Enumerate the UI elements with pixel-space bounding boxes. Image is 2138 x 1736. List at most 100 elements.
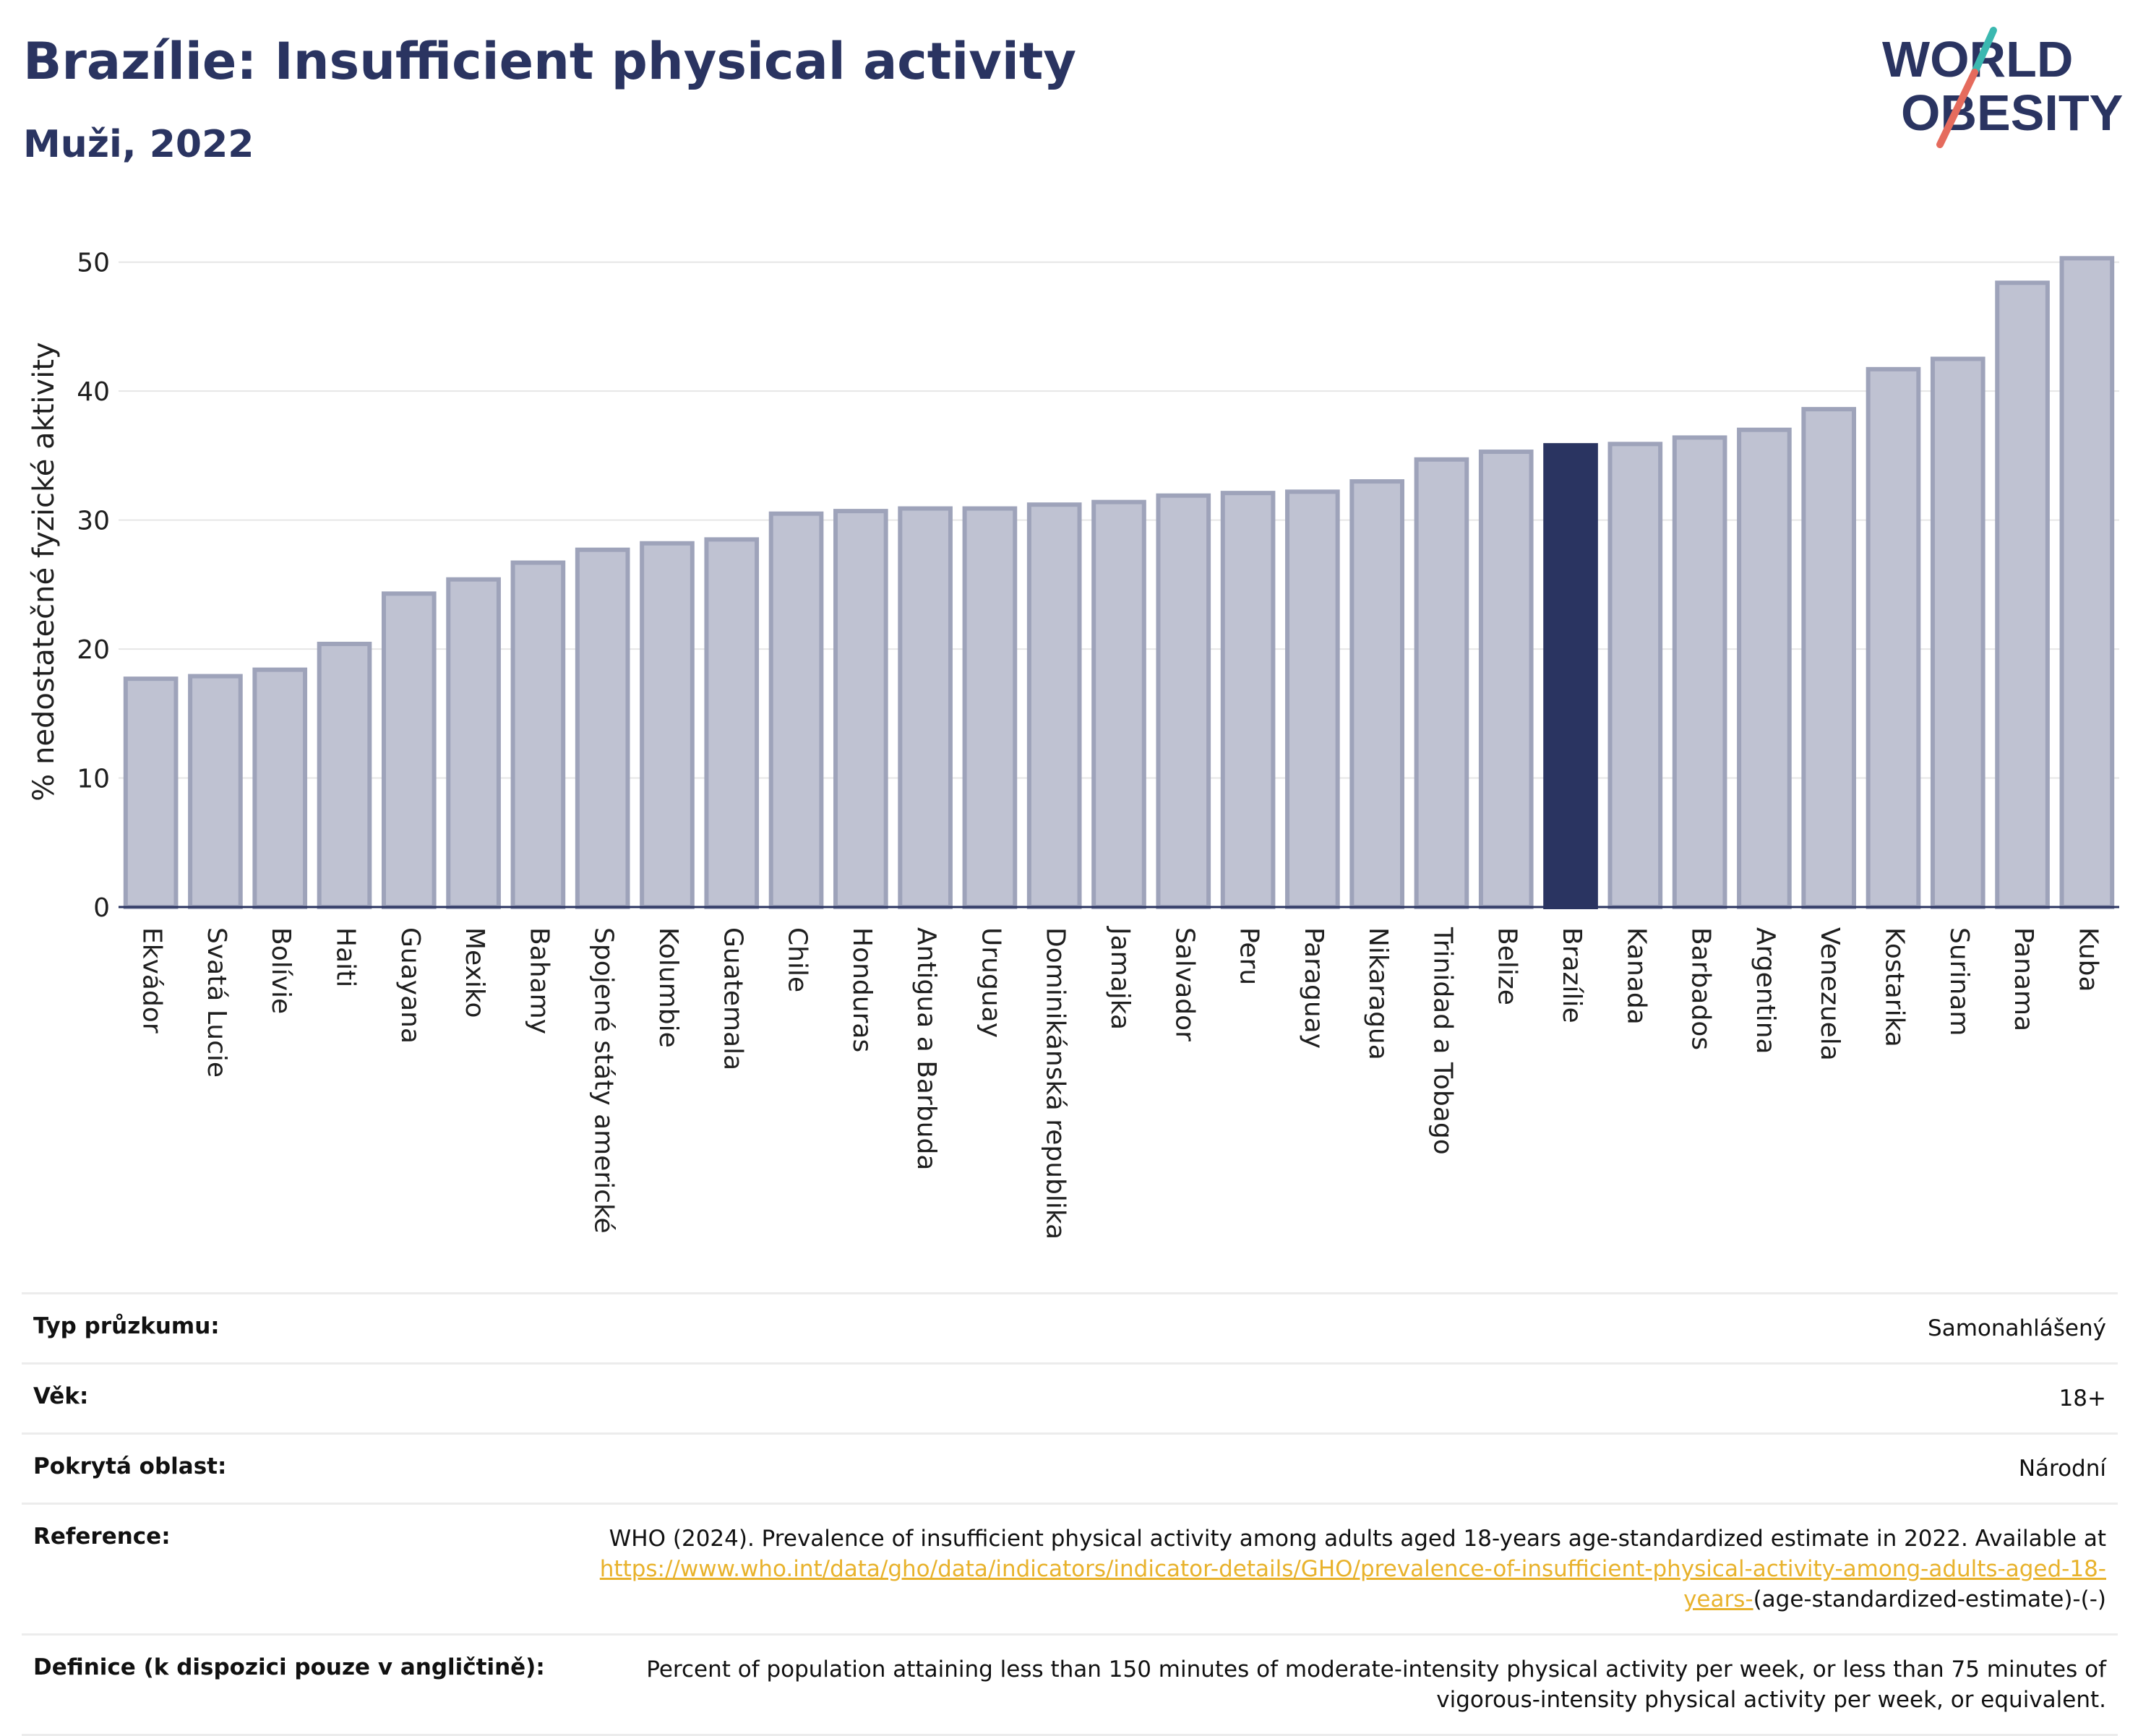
bar-chart: 0 10 20 30 40 50 Ekvádor Svatá Lucie Bolívie Hai… — [27, 249, 2119, 1239]
x-tick-label: Kanada — [1621, 927, 1651, 1025]
x-tick-label: Brazílie — [1557, 927, 1587, 1023]
bar-jamajka[interactable] — [1091, 499, 1146, 909]
bar-venezuela[interactable] — [1801, 407, 1857, 909]
x-tick-label: Peru — [1235, 927, 1264, 985]
metadata-value: Národní — [556, 1432, 2118, 1505]
y-tick-label: 10 — [77, 765, 110, 794]
bar-bahamy[interactable] — [510, 560, 566, 909]
metadata-key: Reference: — [22, 1503, 557, 1636]
metadata-value-text: Percent of population attaining less tha… — [646, 1656, 2106, 1713]
x-tick-label: Trinidad a Tobago — [1428, 927, 1457, 1155]
x-tick-label: Venezuela — [1815, 927, 1845, 1061]
bar-paraguay[interactable] — [1285, 489, 1340, 910]
bar-mexiko[interactable] — [446, 577, 501, 909]
logo-slash-teal — [1971, 27, 1997, 76]
bar-belize[interactable] — [1478, 450, 1534, 909]
metadata-table: Typ průzkumu: Samonahlášený Věk: 18+ Pokrytá… — [22, 1292, 2118, 1736]
metadata-value-text: Samonahlášený — [1928, 1315, 2106, 1341]
bar-kolumbie[interactable] — [640, 541, 695, 909]
logo-line-2: OBESITY — [1901, 85, 2123, 141]
x-tick-label: Ekvádor — [137, 927, 167, 1034]
chart-title: Brazílie: Insufficient physical activity — [23, 32, 1076, 91]
metadata-key: Věk: — [22, 1362, 557, 1435]
bars — [123, 256, 2115, 910]
bar-panama[interactable] — [1995, 280, 2050, 909]
reference-suffix: (age-standardized-estimate)-(-) — [1753, 1586, 2106, 1612]
chart-subtitle: Muži, 2022 — [23, 123, 254, 166]
metadata-key: Pokrytá oblast: — [22, 1432, 557, 1505]
bar-dominikanska-republika[interactable] — [1026, 502, 1082, 909]
bar-barbados[interactable] — [1672, 435, 1727, 909]
y-axis-ticks: 0 10 20 30 40 50 — [77, 249, 110, 923]
bar-kuba[interactable] — [2059, 256, 2115, 910]
x-tick-label: Svatá Lucie — [202, 927, 231, 1078]
x-tick-label: Jamajka — [1105, 926, 1135, 1030]
x-tick-label: Haiti — [331, 927, 361, 987]
bar-nikaragua[interactable] — [1349, 479, 1404, 910]
bar-surinam[interactable] — [1930, 356, 1985, 910]
metadata-row: Pokrytá oblast: Národní — [22, 1432, 2118, 1505]
metadata-value: Samonahlášený — [556, 1292, 2118, 1365]
metadata-row: Definice (k dispozici pouze v angličtině… — [22, 1633, 2118, 1736]
metadata-value: 18+ — [556, 1362, 2118, 1435]
x-tick-label: Honduras — [847, 927, 877, 1052]
bar-antigua-a-barbuda[interactable] — [898, 506, 953, 909]
bar-honduras[interactable] — [833, 509, 888, 910]
bar-kanada[interactable] — [1607, 442, 1663, 910]
y-tick-label: 40 — [77, 377, 110, 407]
metadata-row: Reference: WHO (2024). Prevalence of insu… — [22, 1503, 2118, 1636]
bar-chile[interactable] — [768, 511, 824, 909]
y-tick-label: 50 — [77, 249, 110, 278]
bar-brazilie[interactable] — [1543, 443, 1598, 910]
metadata-value: Percent of population attaining less tha… — [556, 1633, 2118, 1736]
x-tick-label: Belize — [1493, 927, 1522, 1005]
x-tick-label: Kostarika — [1879, 927, 1909, 1047]
reference-link[interactable]: https://www.who.int/data/gho/data/indica… — [599, 1556, 2106, 1612]
x-tick-label: Kolumbie — [653, 927, 683, 1048]
x-tick-label: Spojené státy americké — [589, 927, 619, 1234]
metadata-key: Typ průzkumu: — [22, 1292, 557, 1365]
x-tick-label: Panama — [2009, 927, 2038, 1031]
bar-uruguay[interactable] — [962, 506, 1018, 909]
x-tick-label: Barbados — [1686, 927, 1716, 1050]
x-tick-label: Mexiko — [460, 927, 489, 1018]
bar-guayana[interactable] — [381, 591, 437, 909]
x-axis-ticks: Ekvádor Svatá Lucie Bolívie Haiti Guayana Mex… — [137, 926, 2103, 1239]
logo-slash-coral — [1936, 69, 1978, 148]
y-axis-label: % nedostatečné fyzické aktivity — [27, 342, 61, 801]
x-tick-label: Paraguay — [1299, 927, 1328, 1049]
x-tick-label: Salvador — [1169, 927, 1199, 1041]
x-tick-label: Guayana — [395, 927, 425, 1044]
bar-spojene-staty-americke[interactable] — [575, 547, 630, 909]
metadata-value-text: WHO (2024). Prevalence of insufficient p… — [609, 1526, 2106, 1552]
x-tick-label: Bolívie — [266, 927, 296, 1014]
bar-salvador[interactable] — [1156, 493, 1211, 909]
metadata-value-text: Národní — [2018, 1456, 2106, 1482]
y-tick-label: 0 — [93, 893, 110, 923]
x-tick-label: Uruguay — [976, 927, 1005, 1038]
x-tick-label: Argentina — [1751, 927, 1780, 1054]
bar-trinidad-a-tobago[interactable] — [1414, 457, 1469, 909]
metadata-row: Typ průzkumu: Samonahlášený — [22, 1292, 2118, 1365]
bar-ekvador[interactable] — [123, 676, 179, 909]
bar-bolivie[interactable] — [252, 667, 308, 910]
metadata-row: Věk: 18+ — [22, 1362, 2118, 1435]
x-tick-label: Kuba — [2073, 927, 2103, 992]
bar-peru[interactable] — [1220, 491, 1276, 909]
x-tick-label: Bahamy — [524, 927, 554, 1034]
x-tick-label: Nikaragua — [1363, 927, 1393, 1060]
bar-argentina[interactable] — [1737, 427, 1792, 909]
y-tick-label: 20 — [77, 635, 110, 665]
bar-svata-lucie[interactable] — [188, 674, 243, 909]
bar-guatemala[interactable] — [704, 537, 760, 909]
bar-haiti[interactable] — [317, 641, 372, 909]
world-obesity-logo: WORLD OBESITY — [1882, 27, 2123, 148]
x-tick-label: Surinam — [1944, 927, 1974, 1036]
x-tick-label: Dominikánská republika — [1041, 927, 1070, 1239]
y-tick-label: 30 — [77, 507, 110, 536]
metadata-value-text: 18+ — [2058, 1385, 2106, 1411]
x-tick-label: Chile — [783, 927, 812, 992]
x-tick-label: Guatemala — [718, 927, 747, 1070]
bar-kostarika[interactable] — [1866, 366, 1921, 910]
x-tick-label: Antigua a Barbuda — [911, 927, 941, 1170]
